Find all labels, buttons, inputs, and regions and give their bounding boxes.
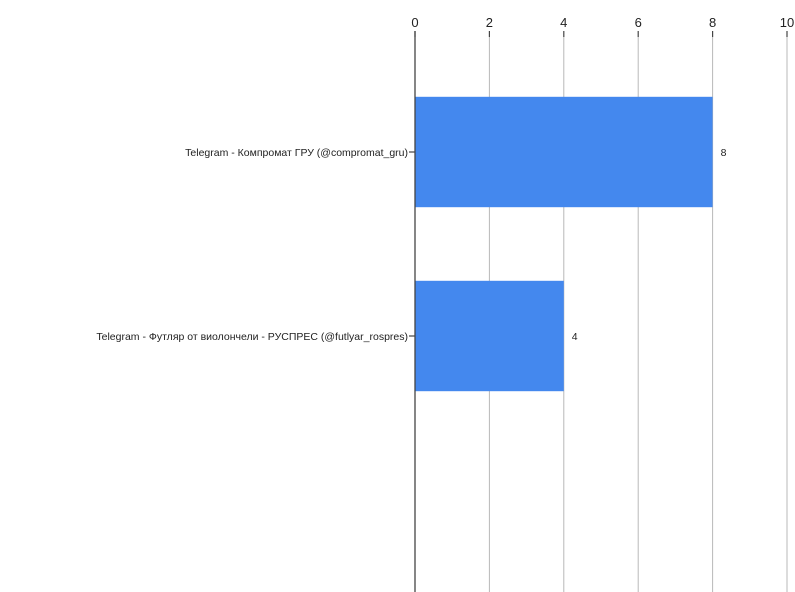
data-label: 8: [721, 147, 727, 159]
category-label: Telegram - Компромат ГРУ (@compromat_gru…: [185, 147, 408, 159]
x-tick-label: 2: [486, 15, 493, 30]
x-tick-label: 0: [411, 15, 418, 30]
axis-layer: [409, 31, 788, 592]
x-tick-label: 8: [709, 15, 716, 30]
x-tick-label: 4: [560, 15, 567, 30]
bar-layer: [415, 96, 713, 392]
label-layer: 0 2 4 6 8 10 Telegram - Компромат ГРУ (@compro…: [96, 15, 794, 343]
x-tick-label: 6: [635, 15, 642, 30]
bar-2: [415, 280, 564, 392]
data-label: 4: [572, 331, 578, 343]
x-tick-label: 10: [780, 15, 794, 30]
bar-1: [415, 96, 713, 208]
category-label: Telegram - Футляр от виолончели - РУСПРЕ…: [96, 331, 408, 343]
